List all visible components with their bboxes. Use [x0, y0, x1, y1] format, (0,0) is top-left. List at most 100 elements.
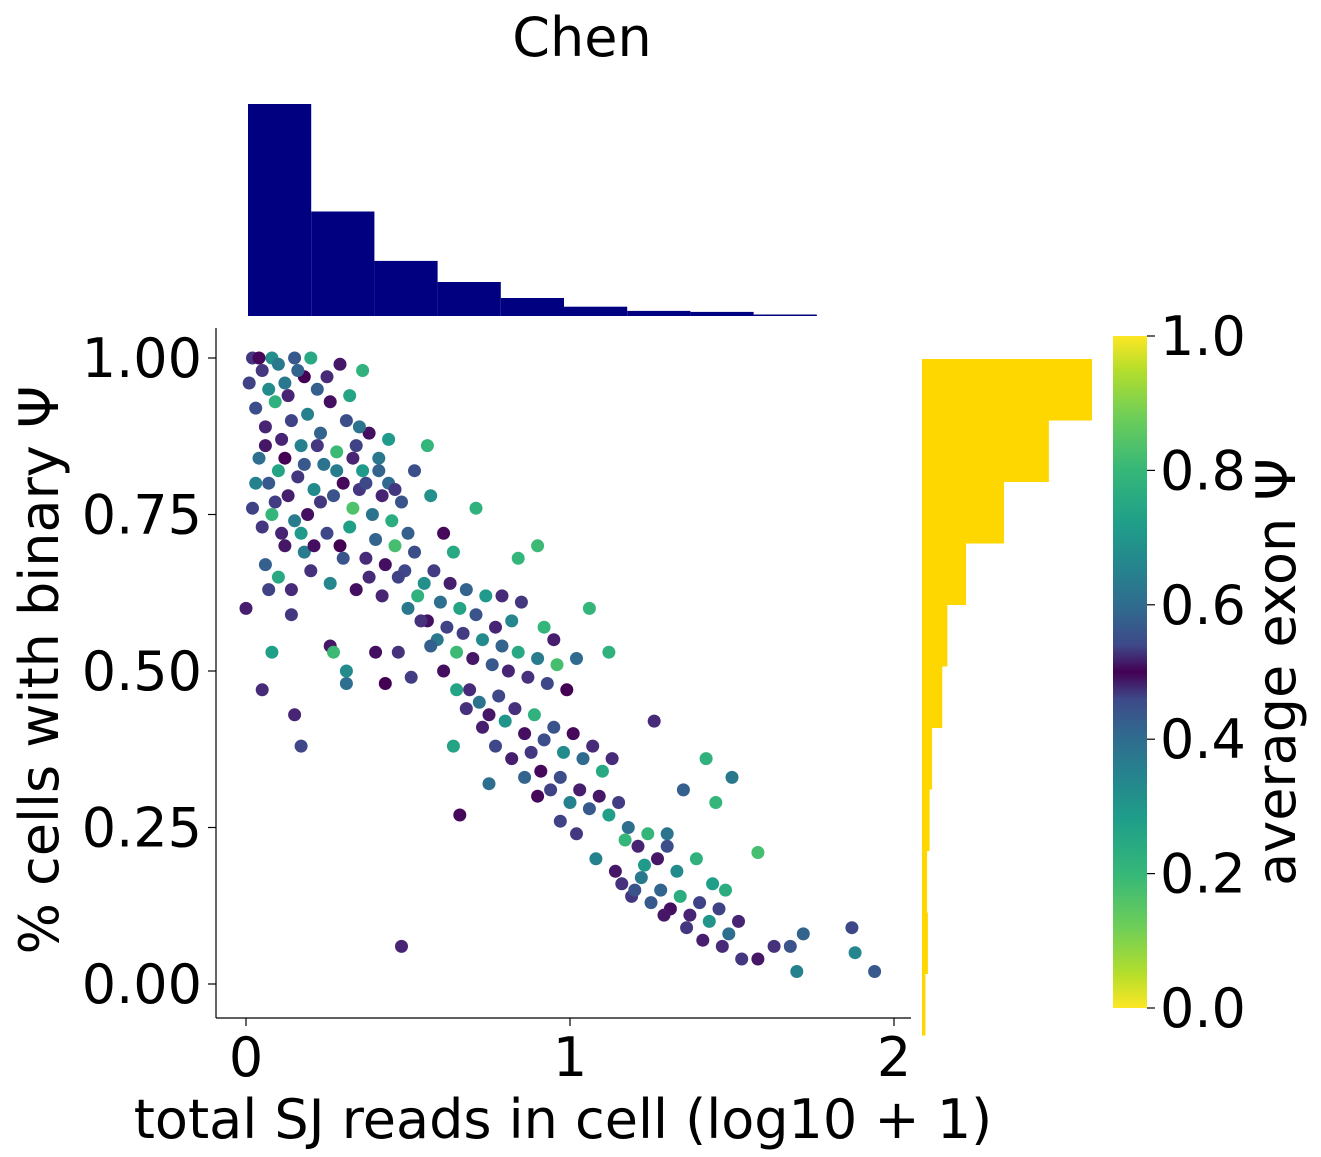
scatter-point	[683, 908, 697, 922]
scatter-point	[284, 414, 298, 428]
colorbar-tick-label: 1.0	[1160, 305, 1246, 368]
scatter-point	[790, 965, 804, 978]
scatter-point	[501, 664, 515, 678]
scatter-point	[618, 833, 632, 847]
scatter-point	[255, 520, 269, 534]
x-histogram-bar	[248, 104, 312, 316]
scatter-point	[369, 533, 383, 546]
scatter-point	[359, 476, 373, 490]
scatter-point	[271, 464, 285, 478]
scatter-point	[310, 382, 324, 396]
scatter-point	[268, 495, 282, 509]
y-histogram-bar	[922, 851, 928, 913]
scatter-point	[333, 357, 347, 371]
scatter-point	[644, 896, 658, 910]
scatter-point	[359, 551, 373, 565]
scatter-point	[327, 645, 340, 659]
scatter-point	[712, 902, 726, 916]
top-histogram	[248, 104, 817, 316]
scatter-point	[453, 601, 467, 615]
chart-title: Chen	[512, 6, 651, 69]
scatter-point	[511, 551, 525, 565]
scatter-point	[281, 389, 295, 403]
scatter-point	[320, 526, 334, 540]
scatter-point	[453, 808, 467, 822]
scatter-point	[291, 470, 305, 484]
scatter-point	[317, 457, 331, 471]
scatter-point	[440, 620, 454, 634]
y-histogram-bar	[922, 666, 943, 728]
scatter-point	[404, 670, 418, 684]
scatter-point	[725, 770, 739, 784]
colorbar-label: average exon Ψ	[1245, 458, 1308, 886]
scatter-point	[242, 376, 256, 390]
x-tick-label: 0	[229, 1026, 263, 1089]
scatter-point	[288, 351, 302, 365]
scatter-point	[673, 889, 687, 903]
scatter-point	[246, 501, 259, 515]
scatter-point	[544, 783, 558, 797]
scatter-point	[408, 464, 421, 478]
scatter-point	[294, 526, 308, 540]
scatter-point	[401, 601, 415, 615]
scatter-point	[524, 745, 538, 759]
scatter-point	[534, 764, 548, 778]
scatter-point	[304, 564, 318, 578]
y-tick-label: 0.50	[82, 640, 202, 703]
x-histogram-bar	[690, 311, 754, 316]
scatter-point	[372, 451, 386, 465]
scatter-point	[573, 783, 587, 797]
colorbar-tick-label: 0.0	[1160, 977, 1246, 1040]
x-histogram-bar	[374, 260, 438, 316]
y-histogram-bar	[922, 789, 930, 851]
scatter-point	[654, 883, 668, 897]
scatter-point	[401, 526, 415, 540]
scatter-point	[557, 745, 570, 759]
scatter-point	[621, 821, 635, 834]
scatter-point	[469, 501, 483, 515]
scatter-point	[278, 539, 292, 553]
y-tick-label: 0.00	[82, 953, 202, 1016]
scatter-point	[868, 965, 882, 978]
scatter-point	[437, 664, 451, 678]
y-tick-label: 0.75	[82, 484, 202, 547]
scatter-point	[715, 939, 729, 953]
scatter-point	[294, 739, 308, 753]
scatter-point	[602, 645, 616, 659]
x-histogram-bar	[437, 282, 501, 316]
scatter-point	[498, 714, 512, 728]
scatter-point	[527, 708, 541, 722]
x-histogram-bar	[311, 211, 375, 316]
scatter-point	[391, 645, 405, 659]
scatter-point	[482, 777, 496, 791]
scatter-point	[294, 439, 308, 453]
scatter-point	[356, 364, 370, 377]
scatter-point	[537, 733, 551, 747]
scatter-point	[615, 877, 629, 891]
scatter-point	[385, 514, 399, 528]
scatter-point	[330, 464, 344, 478]
scatter-point	[651, 852, 664, 866]
scatter-point	[696, 933, 710, 947]
scatter-point	[297, 545, 311, 559]
scatter-point	[291, 364, 305, 377]
scatter-point	[424, 489, 438, 503]
scatter-point	[482, 708, 496, 722]
scatter-point	[767, 939, 781, 953]
scatter-point	[278, 451, 292, 465]
scatter-point	[511, 645, 525, 659]
scatter-point	[249, 476, 263, 490]
scatter-point	[586, 739, 600, 753]
colorbar-gradient	[1113, 336, 1147, 1008]
scatter-point	[265, 645, 279, 659]
scatter-points	[239, 351, 882, 978]
y-axis-label: % cells with binary Ψ	[8, 386, 71, 955]
colorbar-ticks: 0.0 0.2 0.4 0.6 0.8 1.0	[1147, 305, 1246, 1040]
scatter-point	[456, 626, 470, 640]
scatter-point	[608, 864, 622, 878]
scatter-point	[375, 489, 389, 503]
scatter-point	[339, 664, 353, 678]
scatter-point	[689, 852, 703, 866]
y-histogram-bar	[922, 912, 928, 974]
